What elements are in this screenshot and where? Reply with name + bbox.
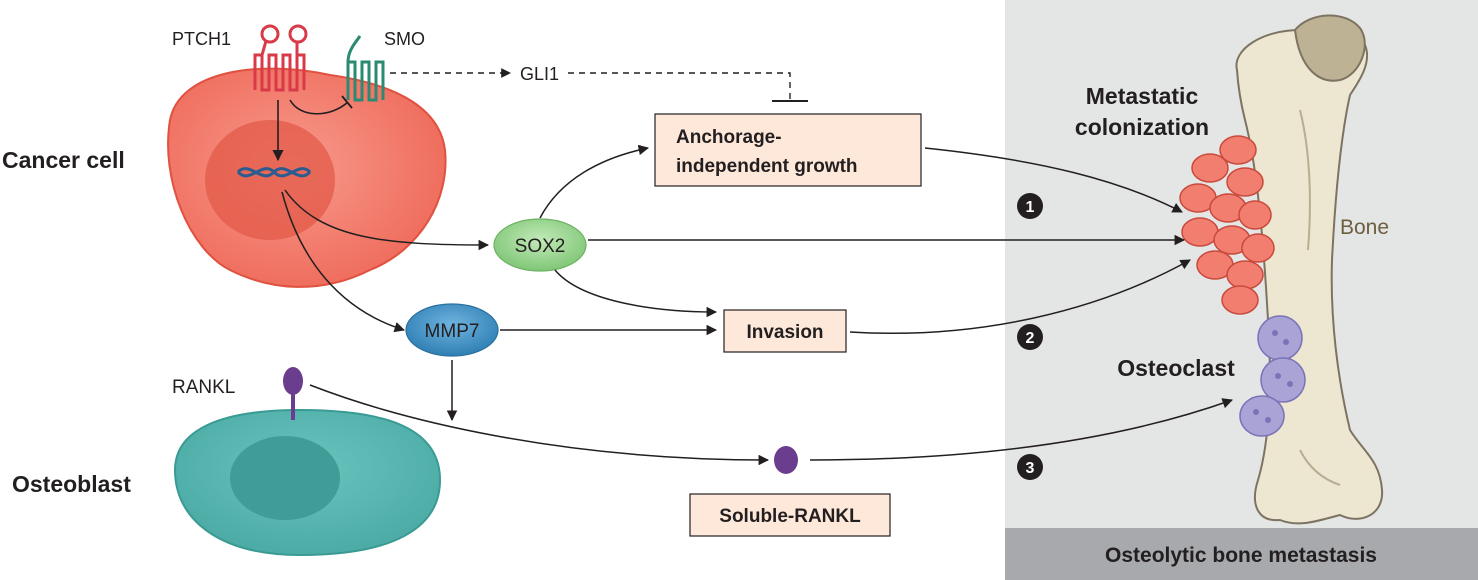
step-3-label: 3 xyxy=(1026,460,1035,477)
arrow-dna-to-sox2 xyxy=(284,189,490,251)
step-1-label: 1 xyxy=(1026,199,1035,216)
rankl-label: RANKL xyxy=(172,377,235,398)
step-1-marker xyxy=(1017,193,1043,219)
gli1-label: GLI1 xyxy=(520,64,559,84)
step-2-marker xyxy=(1017,324,1043,350)
anchorage-independent-growth-box xyxy=(654,113,922,187)
osteoblast-label: Osteoblast xyxy=(12,471,131,497)
dna-icon xyxy=(236,167,312,178)
mmp7-label: MMP7 xyxy=(425,321,480,342)
metastatic-cell-cluster xyxy=(1179,135,1275,315)
step-3-marker xyxy=(1017,454,1043,480)
smo-receptor-icon xyxy=(346,35,385,102)
gli1-inhibits-anchorage xyxy=(568,72,791,100)
smo-label: SMO xyxy=(384,29,425,49)
invasion-box xyxy=(723,309,847,353)
metastatic-colonization-line2: colonization xyxy=(1075,114,1209,140)
sox2-node xyxy=(493,218,587,272)
soluble-rankl-icon xyxy=(774,446,798,474)
arrow-dna-to-mmp7 xyxy=(281,191,406,333)
osteoclast-cells xyxy=(1239,315,1306,437)
arrow-sox2-to-anchorage xyxy=(539,144,650,219)
inhibition-bar-smo xyxy=(341,95,353,109)
cancer-cell xyxy=(167,67,447,288)
sox2-label: SOX2 xyxy=(515,236,566,257)
step-2-label: 2 xyxy=(1026,330,1035,347)
bone-label: Bone xyxy=(1340,216,1389,239)
anchorage-line2: independent growth xyxy=(676,156,858,177)
ptch1-inhibits-smo xyxy=(289,99,349,115)
metastatic-colonization-line1: Metastatic xyxy=(1086,83,1199,109)
mmp7-node xyxy=(405,303,499,357)
arrow-soluble-to-osteoclast xyxy=(809,398,1233,461)
osteoblast-cell xyxy=(173,408,442,557)
ptch1-label: PTCH1 xyxy=(172,29,231,49)
ptch1-receptor-icon xyxy=(253,24,308,92)
panel-title: Osteolytic bone metastasis xyxy=(1105,544,1377,567)
arrow-rankl-to-soluble xyxy=(309,384,770,466)
arrow-anchorage-to-colonization xyxy=(924,147,1183,213)
soluble-rankl-box xyxy=(689,493,891,537)
arrow-invasion-to-colonization xyxy=(849,259,1191,335)
arrow-sox2-to-invasion xyxy=(554,269,718,318)
cancer-cell-label: Cancer cell xyxy=(2,147,125,173)
soluble-rankl-label: Soluble-RANKL xyxy=(719,506,861,527)
rankl-membrane-icon xyxy=(283,367,303,420)
anchorage-line1: Anchorage- xyxy=(676,127,782,148)
invasion-label: Invasion xyxy=(746,322,823,343)
bone-panel-footer xyxy=(1005,528,1478,580)
osteoclast-label: Osteoclast xyxy=(1117,355,1235,381)
